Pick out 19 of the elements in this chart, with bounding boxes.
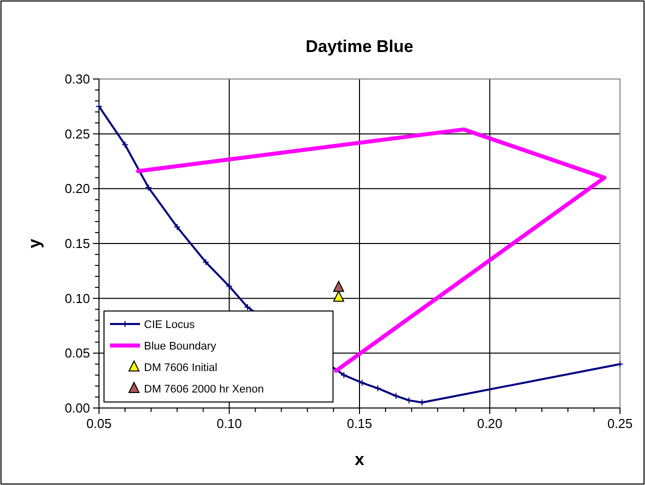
legend-label: DM 7606 Initial bbox=[144, 362, 218, 374]
x-tick-label: 0.15 bbox=[346, 416, 372, 431]
x-tick-label: 0.05 bbox=[86, 416, 112, 431]
x-tick-label: 0.20 bbox=[477, 416, 502, 431]
y-tick-label: 0.20 bbox=[64, 181, 90, 196]
x-axis-title: x bbox=[354, 450, 365, 469]
y-tick-label: 0.00 bbox=[64, 400, 90, 416]
y-tick-label: 0.15 bbox=[64, 236, 90, 251]
legend-label: DM 7606 2000 hr Xenon bbox=[144, 384, 264, 396]
chart-title: Daytime Blue bbox=[306, 37, 414, 56]
y-tick-label: 0.30 bbox=[64, 72, 90, 86]
x-tick-label: 0.10 bbox=[216, 416, 242, 431]
legend-label: Blue Boundary bbox=[144, 340, 217, 352]
y-axis-title: y bbox=[25, 238, 44, 248]
y-tick-label: 0.05 bbox=[64, 346, 90, 361]
x-tick-label: 0.25 bbox=[607, 416, 633, 431]
y-tick-label: 0.25 bbox=[64, 126, 90, 142]
y-tick-label: 0.10 bbox=[64, 290, 90, 306]
legend-label: CIE Locus bbox=[144, 319, 196, 331]
